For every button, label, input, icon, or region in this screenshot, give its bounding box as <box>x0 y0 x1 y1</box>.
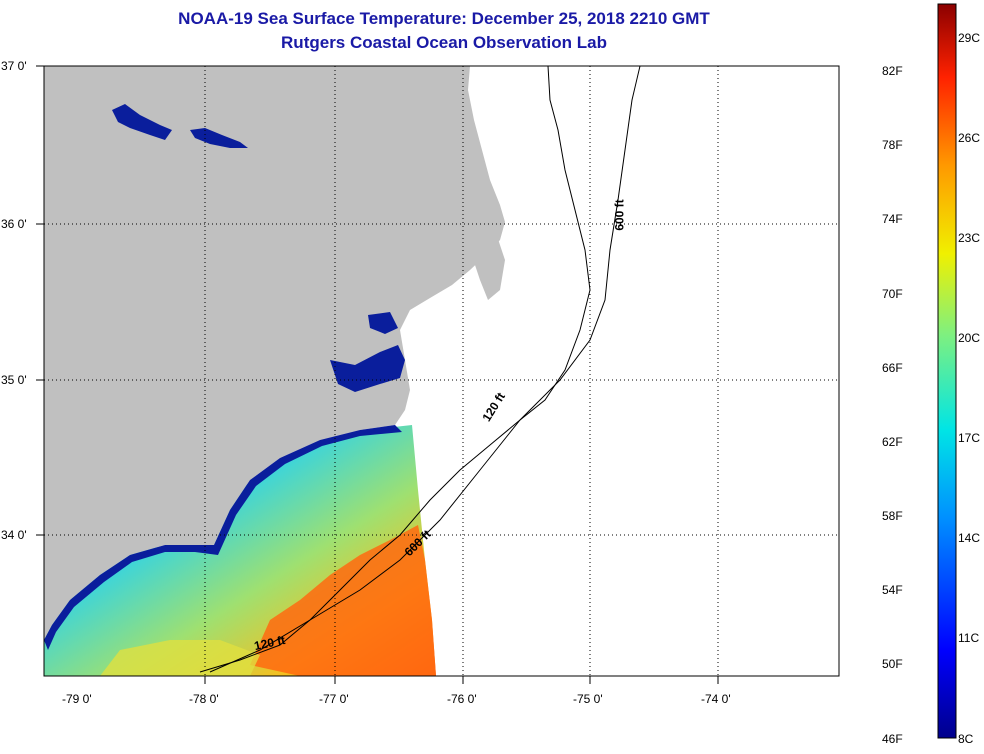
land-mass <box>44 66 505 640</box>
lon-label-78: -78 0' <box>189 692 219 706</box>
contour-600ft <box>209 66 641 673</box>
albemarle-sound <box>112 104 172 140</box>
axis-ticks <box>36 65 719 684</box>
colorbar-f-46: 46F <box>882 732 903 746</box>
colorbar-c-17: 17C <box>958 431 981 445</box>
map-frame <box>43 65 840 677</box>
lat-label-36: 36 0' <box>1 217 27 231</box>
colorbar-c-14: 14C <box>958 531 981 545</box>
colorbar-c-8: 8C <box>958 732 974 746</box>
lon-label-74: -74 0' <box>701 692 731 706</box>
sst-green-region <box>100 640 260 676</box>
colorbar-f-58: 58F <box>882 509 903 523</box>
colorbar-f-74: 74F <box>882 212 903 226</box>
colorbar-c-29: 29C <box>958 31 981 45</box>
lat-label-34: 34 0' <box>1 528 27 542</box>
graticule <box>44 66 839 676</box>
lon-label-75: -75 0' <box>573 692 603 706</box>
colorbar-f-78: 78F <box>882 138 903 152</box>
pamlico-sound <box>368 312 398 334</box>
colorbar-f-70: 70F <box>882 287 903 301</box>
lon-label-79: -79 0' <box>62 692 92 706</box>
coastal-water-strip <box>44 425 402 650</box>
lat-label-35: 35 0' <box>1 373 27 387</box>
colorbar-f-82: 82F <box>882 64 903 78</box>
contour-label-600ft-north: 600 ft <box>612 199 627 231</box>
map-title: NOAA-19 Sea Surface Temperature: Decembe… <box>178 9 710 28</box>
lat-label-37: 37 0' <box>1 59 27 73</box>
contour-120ft <box>199 66 591 673</box>
colorbar <box>937 3 957 739</box>
map-subtitle: Rutgers Coastal Ocean Observation Lab <box>281 33 607 52</box>
colorbar-c-26: 26C <box>958 131 981 145</box>
colorbar-c-20: 20C <box>958 331 981 345</box>
colorbar-c-11: 11C <box>958 631 980 645</box>
colorbar-f-66: 66F <box>882 361 903 375</box>
colorbar-c-23: 23C <box>958 231 981 245</box>
lon-label-76: -76 0' <box>447 692 477 706</box>
colorbar-f-50: 50F <box>882 657 903 671</box>
colorbar-f-62: 62F <box>882 435 903 449</box>
colorbar-f-54: 54F <box>882 583 903 597</box>
inland-lake <box>190 128 248 148</box>
outer-banks <box>460 190 505 300</box>
lon-label-77: -77 0' <box>319 692 349 706</box>
